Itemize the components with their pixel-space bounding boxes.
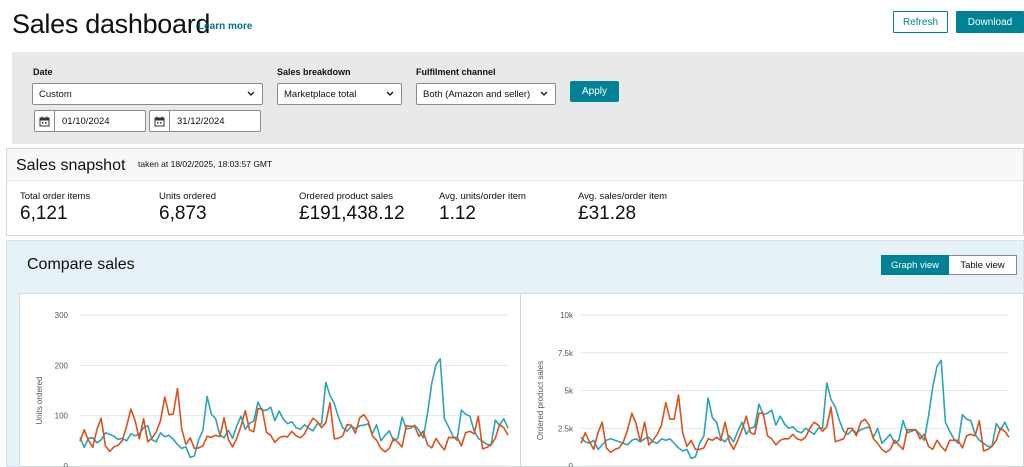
metric-total-order-items: Total order items 6,121 <box>20 191 90 225</box>
sales-breakdown-label: Sales breakdown <box>277 67 351 77</box>
apply-button[interactable]: Apply <box>570 81 619 102</box>
series-line-2 <box>580 394 1010 454</box>
metric-value: 6,121 <box>20 203 68 224</box>
snapshot-timestamp: taken at 18/02/2025, 18:03:57 GMT <box>138 159 273 169</box>
metric-avg-sales-per-order-item: Avg. sales/order item £31.28 <box>578 191 667 225</box>
filters-panel: Date Custom 01/10/2024 31/12/2024 Sales … <box>12 52 1024 144</box>
date-range-select[interactable]: Custom <box>32 83 263 105</box>
y-tick-label: 0 <box>64 462 69 467</box>
metric-value: 6,873 <box>159 203 207 224</box>
sales-breakdown-value: Marketplace total <box>284 88 357 100</box>
y-tick-label: 7.5k <box>558 349 574 358</box>
fulfilment-channel-value: Both (Amazon and seller) <box>423 88 531 100</box>
fulfilment-channel-select[interactable]: Both (Amazon and seller) <box>416 83 556 105</box>
series-line-2 <box>79 387 509 453</box>
ordered-product-sales-chart: 10k 7.5k 5k 2.5k 0 Ordered product sales <box>536 311 1010 467</box>
sales-breakdown-select[interactable]: Marketplace total <box>277 83 402 105</box>
metric-value: £191,438.12 <box>299 203 405 224</box>
y-tick-label: 2.5k <box>558 424 574 433</box>
y-axis-label: Ordered product sales <box>536 361 545 440</box>
calendar-icon <box>150 111 170 131</box>
chevron-down-icon <box>247 91 255 96</box>
table-view-button[interactable]: Table view <box>949 255 1017 275</box>
series-line-1 <box>580 359 1010 460</box>
snapshot-header: Sales snapshot taken at 18/02/2025, 18:0… <box>7 149 1023 181</box>
end-date-value: 31/12/2024 <box>177 115 225 127</box>
sales-snapshot: Sales snapshot taken at 18/02/2025, 18:0… <box>6 148 1024 236</box>
chevron-down-icon <box>386 91 394 96</box>
y-tick-label: 5k <box>565 387 574 396</box>
y-tick-label: 10k <box>560 311 574 320</box>
metric-value: £31.28 <box>578 203 637 224</box>
page-header: Sales dashboard Learn more Refresh Downl… <box>0 0 1024 50</box>
metric-label: Avg. sales/order item <box>578 191 668 202</box>
units-ordered-chart: 300 200 100 0 Units ordered <box>35 311 509 467</box>
metric-units-ordered: Units ordered 6,873 <box>159 191 216 225</box>
metric-label: Total order items <box>20 191 91 202</box>
end-date-field[interactable]: 31/12/2024 <box>149 110 261 132</box>
start-date-value: 01/10/2024 <box>62 115 110 127</box>
fulfilment-channel-label: Fulfilment channel <box>416 67 496 77</box>
metric-label: Ordered product sales <box>299 191 393 202</box>
learn-more-link[interactable]: Learn more <box>198 21 253 32</box>
metric-avg-units-per-order-item: Avg. units/order item 1.12 <box>439 191 526 225</box>
ordered-product-sales-chart-panel: 10k 7.5k 5k 2.5k 0 Ordered product sales <box>520 293 1024 467</box>
view-toggle: Graph view Table view <box>881 255 1017 275</box>
start-date-field[interactable]: 01/10/2024 <box>34 110 146 132</box>
metric-label: Avg. units/order item <box>439 191 526 202</box>
calendar-icon <box>35 111 55 131</box>
y-tick-label: 0 <box>569 462 574 467</box>
metric-ordered-product-sales: Ordered product sales £191,438.12 <box>299 191 405 225</box>
download-button[interactable]: Download <box>956 11 1024 33</box>
compare-sales-title: Compare sales <box>27 256 135 273</box>
chevron-down-icon <box>540 91 548 96</box>
metric-label: Units ordered <box>159 191 217 202</box>
snapshot-title: Sales snapshot <box>16 157 126 174</box>
date-label: Date <box>33 67 53 77</box>
page-title: Sales dashboard <box>12 9 211 39</box>
metric-value: 1.12 <box>439 203 476 224</box>
series-line-1 <box>79 358 509 459</box>
y-tick-label: 200 <box>55 361 69 370</box>
y-axis-label: Units ordered <box>35 376 44 424</box>
graph-view-button[interactable]: Graph view <box>881 255 949 275</box>
y-tick-label: 300 <box>55 311 69 320</box>
date-range-value: Custom <box>39 88 72 100</box>
units-ordered-chart-panel: 300 200 100 0 Units ordered <box>19 293 521 467</box>
refresh-button[interactable]: Refresh <box>893 11 948 33</box>
y-tick-label: 100 <box>55 412 69 421</box>
